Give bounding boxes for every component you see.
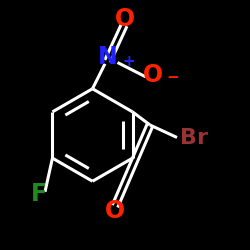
Text: −: − xyxy=(166,70,179,86)
Text: F: F xyxy=(31,182,47,206)
Text: +: + xyxy=(122,54,135,69)
Text: Br: Br xyxy=(180,128,208,148)
Text: O: O xyxy=(142,63,163,87)
Text: O: O xyxy=(115,7,135,31)
Text: N: N xyxy=(98,46,117,70)
Text: O: O xyxy=(105,199,125,223)
